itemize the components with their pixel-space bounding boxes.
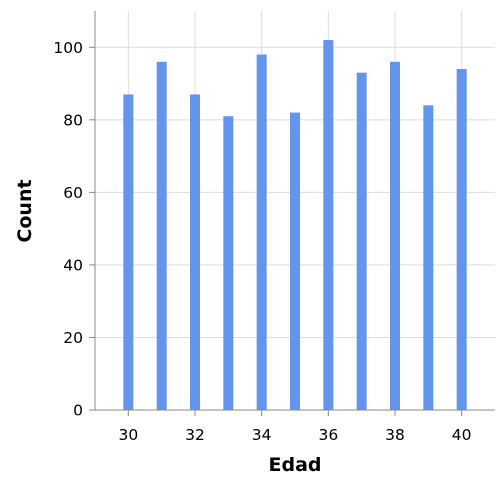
tick-labels: 0 20 40 60 80 100 30 32 34 36 38 40 — [53, 39, 471, 444]
x-tick-label-36: 36 — [318, 426, 338, 444]
y-tick-label-0: 0 — [73, 402, 83, 420]
bar-40 — [456, 69, 467, 410]
x-tick-label-34: 34 — [252, 426, 272, 444]
bar-37 — [356, 72, 367, 410]
bar-34 — [256, 54, 267, 410]
bar-30 — [123, 94, 134, 410]
bar-38 — [390, 61, 400, 410]
y-tick-label-80: 80 — [63, 111, 83, 129]
y-tick-label-100: 100 — [53, 39, 83, 57]
bar-35 — [290, 112, 300, 411]
bar-33 — [223, 116, 234, 410]
bar-31 — [156, 61, 167, 410]
y-axis-title: Count — [14, 179, 36, 242]
y-tick-label-20: 20 — [63, 329, 83, 347]
x-tick-label-30: 30 — [118, 426, 138, 444]
y-tick-label-40: 40 — [63, 256, 83, 274]
axes — [89, 11, 495, 416]
x-axis-title: Edad — [268, 454, 321, 476]
x-tick-label-40: 40 — [452, 426, 472, 444]
bar-39 — [423, 105, 434, 411]
bars — [123, 40, 467, 411]
y-tick-label-60: 60 — [63, 184, 83, 202]
x-tick-label-32: 32 — [185, 426, 205, 444]
bar-36 — [323, 40, 334, 410]
bar-32 — [190, 94, 200, 410]
x-tick-label-38: 38 — [385, 426, 405, 444]
